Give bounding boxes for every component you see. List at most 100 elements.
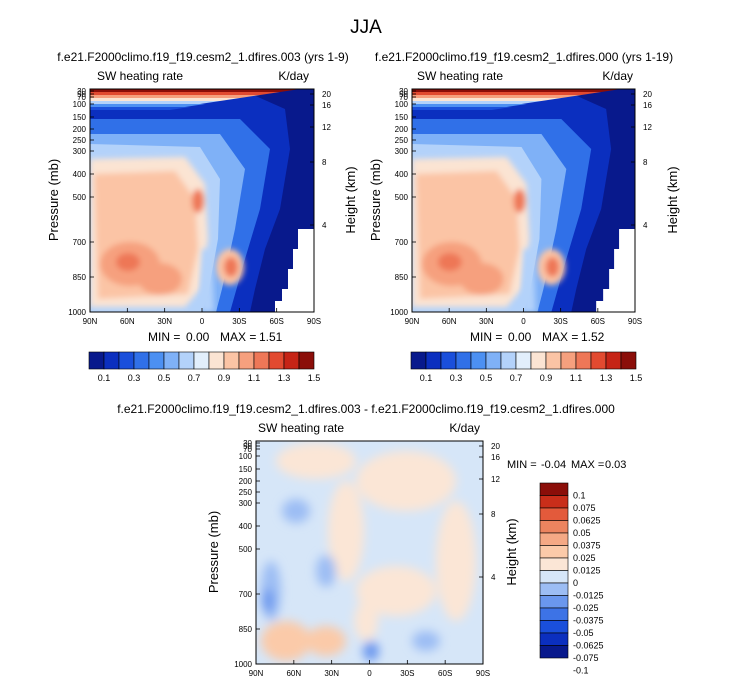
y2-tick-label: 12: [643, 123, 652, 132]
colorbar-swatch: [298, 351, 315, 370]
x-tick-label: 60N: [442, 317, 457, 326]
colorbar-label: 0.1: [98, 373, 111, 383]
colorbar-swatch: [539, 545, 569, 559]
field-layer: [316, 555, 336, 587]
left-string: SW heating rate: [417, 69, 503, 83]
colorbar-swatch: [620, 351, 637, 370]
colorbar-swatch: [560, 351, 577, 370]
anomaly-layers: [261, 443, 476, 661]
field-layer: [412, 92, 602, 95]
x-tick-label: 30S: [400, 669, 414, 678]
x-tick-label: 30N: [324, 669, 339, 678]
min-value: 0.00: [186, 330, 210, 344]
x-tick-label: 30N: [479, 317, 494, 326]
colorbar: 0.1 0.075 0.0625 0.05 0.0375 0.025 0.0125 0 -0.0…: [539, 482, 604, 676]
y-tick-label: 250: [239, 488, 253, 497]
y-tick-label: 30: [243, 439, 252, 448]
y-tick-label: 150: [395, 113, 409, 122]
colorbar-label: 0.1: [573, 491, 586, 501]
stats: MIN = -0.04 MAX = 0.03: [507, 459, 626, 471]
y2-axis-label: Height (km): [343, 166, 358, 233]
x-tick-label: 60S: [591, 317, 605, 326]
field-layer: [90, 95, 260, 98]
y-tick-label: 1000: [68, 308, 86, 317]
field-layer: [545, 257, 560, 277]
y-tick-label: 100: [395, 100, 409, 109]
colorbar-swatch: [539, 620, 569, 634]
colorbar-swatch: [539, 582, 569, 596]
warm-core: [90, 157, 244, 307]
field-layer: [224, 257, 238, 277]
colorbar-swatch: [530, 351, 547, 370]
y-tick-label: 50: [243, 442, 252, 451]
field-layer: [356, 451, 456, 511]
colorbar-label: 1.3: [600, 373, 613, 383]
y-tick-label: 30: [77, 87, 86, 96]
y-tick-label: 100: [73, 100, 87, 109]
y-tick-label: 850: [239, 625, 253, 634]
max-value: 0.03: [605, 459, 626, 471]
colorbar-label: 0.7: [510, 373, 523, 383]
field-layer: [261, 621, 311, 661]
colorbar-swatch: [193, 351, 210, 370]
min-value: 0.00: [508, 330, 532, 344]
y-tick-label: 200: [239, 477, 253, 486]
colorbar-label: 0.3: [450, 373, 463, 383]
field-layer: [90, 101, 220, 104]
colorbar-swatch: [539, 645, 569, 659]
y-tick-label: 850: [395, 273, 409, 282]
field-layer: [90, 98, 240, 101]
contour-field: [90, 89, 314, 312]
panel-difference: f.e21.F2000climo.f19_f19.cesm2_1.dfires.…: [117, 402, 626, 678]
colorbar-swatch: [485, 351, 502, 370]
colorbar-swatch: [500, 351, 517, 370]
colorbar: 0.1 0.3 0.5 0.7 0.9 1.1 1.3 1.5: [88, 351, 320, 383]
y-tick-label: 200: [395, 125, 409, 134]
field-layer: [363, 641, 379, 661]
colorbar-swatch: [590, 351, 607, 370]
y-axis-label: Pressure (mb): [206, 511, 221, 593]
colorbar-swatch: [163, 351, 180, 370]
y2-tick-label: 16: [491, 453, 500, 462]
min-label: MIN =: [507, 459, 537, 471]
right-string: K/day: [278, 69, 309, 83]
colorbar-swatch: [283, 351, 300, 370]
colorbar-swatch: [455, 351, 472, 370]
x-tick-label: 60S: [438, 669, 452, 678]
y-tick-label: 400: [73, 170, 87, 179]
field-layer: [306, 626, 346, 656]
field-layer: [412, 631, 440, 651]
colorbar-label: -0.075: [573, 653, 599, 663]
y2-tick-label: 16: [322, 101, 331, 110]
min-label: MIN =: [470, 330, 502, 344]
y2-tick-label: 12: [491, 475, 500, 484]
colorbar-label: -0.1: [573, 666, 589, 676]
min-label: MIN =: [148, 330, 180, 344]
y2-tick-label: 12: [322, 123, 331, 132]
colorbar: 0.1 0.3 0.5 0.7 0.9 1.1 1.3 1.5: [410, 351, 642, 383]
y-tick-label: 700: [395, 238, 409, 247]
colorbar-label: 0.5: [158, 373, 171, 383]
y2-axis-label: Height (km): [665, 166, 680, 233]
right-string: K/day: [449, 421, 480, 435]
y2-tick-label: 8: [643, 158, 648, 167]
contour-field: [256, 441, 483, 664]
field-layer: [412, 98, 562, 101]
colorbar-swatch: [148, 351, 165, 370]
colorbar-label: 0.05: [573, 528, 591, 538]
field-layer: [116, 253, 140, 271]
y2-tick-label: 16: [643, 101, 652, 110]
x-tick-label: 0: [521, 317, 526, 326]
y2-tick-label: 20: [643, 90, 652, 99]
missing-region: [596, 301, 635, 312]
colorbar-swatch: [118, 351, 135, 370]
colorbar-label: 0.9: [540, 373, 553, 383]
stats: MIN = 0.00 MAX = 1.51: [148, 330, 283, 344]
colorbar-label: -0.025: [573, 603, 599, 613]
field-layer: [192, 189, 204, 213]
colorbar-swatch: [88, 351, 105, 370]
x-tick-label: 0: [200, 317, 205, 326]
x-tick-label: 30N: [157, 317, 172, 326]
colorbar-swatch: [539, 532, 569, 546]
